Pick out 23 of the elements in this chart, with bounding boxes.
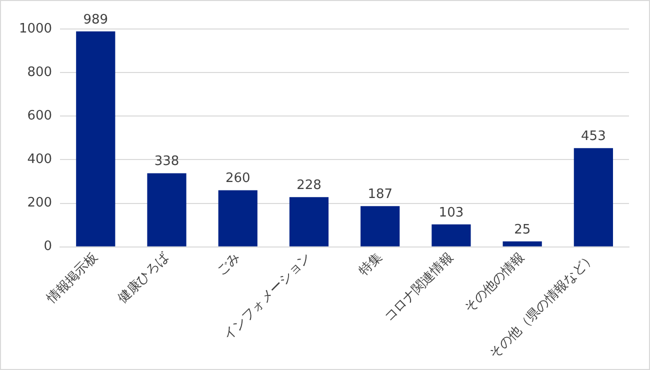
- data-label: 260: [225, 171, 250, 186]
- data-label: 25: [514, 222, 531, 238]
- bar: [574, 148, 613, 246]
- bar: [360, 206, 400, 246]
- bar: [218, 190, 258, 246]
- data-label: 453: [581, 129, 606, 144]
- y-tick-label: 400: [27, 152, 52, 168]
- bar: [76, 31, 116, 246]
- bar: [432, 224, 471, 246]
- data-label: 338: [154, 154, 180, 170]
- data-label: 228: [296, 178, 322, 194]
- x-tick-label: 健康ひろば: [115, 249, 173, 307]
- bar: [502, 241, 542, 246]
- bar: [147, 173, 186, 246]
- y-tick-label: 800: [27, 64, 52, 80]
- data-label: 989: [83, 12, 108, 28]
- y-tick-label: 600: [27, 108, 52, 124]
- x-tick-label: ごみ: [214, 250, 244, 279]
- data-label: 187: [368, 186, 393, 202]
- data-label: 103: [438, 205, 464, 220]
- y-tick-label: 1000: [18, 21, 52, 36]
- y-tick-label: 200: [27, 196, 52, 211]
- bar: [289, 197, 329, 246]
